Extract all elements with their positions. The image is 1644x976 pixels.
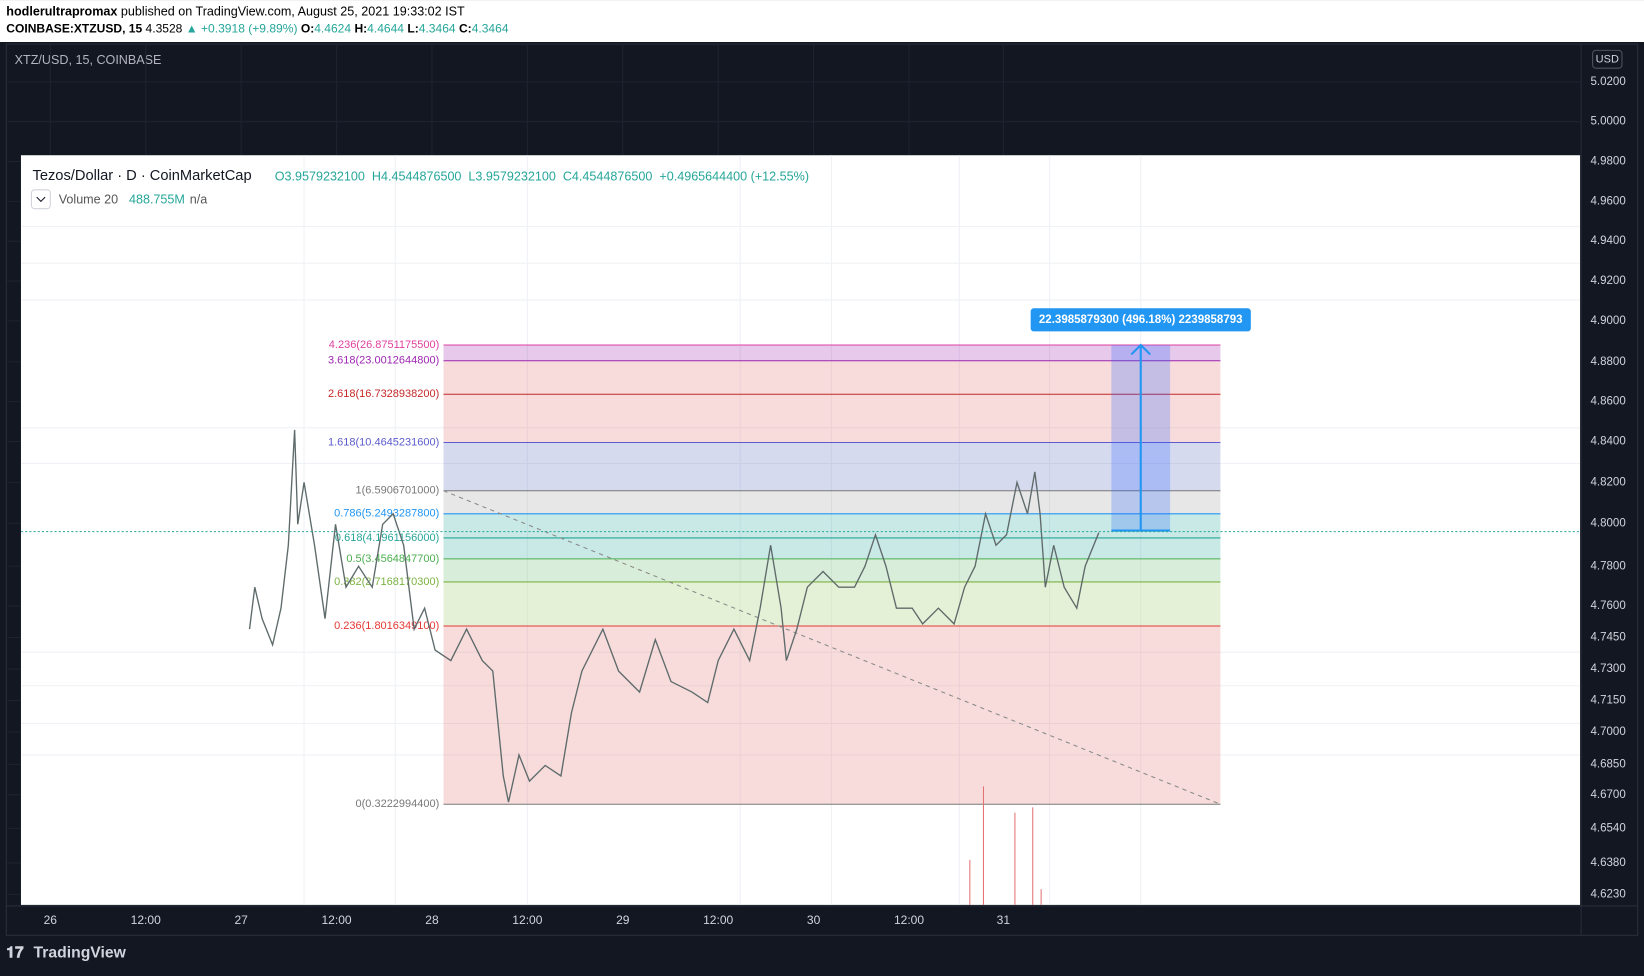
price-tick-label: 4.6540: [1591, 822, 1626, 834]
volume-na: n/a: [190, 193, 207, 207]
price-tick-label: 4.7800: [1591, 560, 1626, 572]
fib-band: [443, 442, 1221, 491]
time-tick-label: 29: [616, 913, 630, 927]
currency-box: [1592, 49, 1623, 69]
fib-label: 4.236(26.8751175500): [329, 339, 440, 351]
time-tick-label: 27: [234, 913, 248, 927]
fib-band: [443, 581, 1221, 626]
measure-label-bg: [1030, 308, 1251, 332]
price-tick-label: 4.9200: [1591, 275, 1626, 287]
chart-label: XTZ/USD, 15, COINBASE: [15, 53, 162, 67]
price-tick-label: 4.6230: [1591, 888, 1626, 900]
price-tick-label: 4.7300: [1591, 663, 1626, 675]
price-tick-label: 4.9600: [1591, 195, 1626, 207]
price-tick-label: 4.9000: [1591, 315, 1626, 327]
volume-value: 488.755M: [129, 193, 185, 207]
volume-bars: [969, 786, 1042, 905]
price: 4.3528: [146, 22, 183, 36]
price-tick-label: 4.6850: [1591, 758, 1626, 770]
symbol: COINBASE:XTZUSD, 15: [6, 22, 142, 36]
price-tick-label: 4.8400: [1591, 436, 1626, 448]
o: 4.4624: [314, 22, 351, 36]
fib-label: 0(0.3222994400): [356, 798, 440, 810]
fib-label: 2.618(16.7328938200): [328, 388, 439, 400]
l-label: L:: [407, 22, 418, 36]
published: published on TradingView.com, August 25,…: [121, 5, 465, 19]
time-tick-label: 12:00: [703, 913, 733, 927]
fib-label: 1.618(10.4645231600): [328, 436, 439, 448]
fib-label: 3.618(23.0012644800): [328, 355, 439, 367]
fib-band: [443, 490, 1221, 514]
price-tick-label: 4.6380: [1591, 857, 1626, 869]
fib-band: [443, 394, 1221, 443]
fib-band: [443, 513, 1221, 538]
l: 4.3464: [419, 22, 456, 36]
price-tick-label: 4.8000: [1591, 517, 1626, 529]
time-tick-label: 12:00: [321, 913, 351, 927]
embedded-chart: [20, 155, 1581, 905]
c-label: C:: [459, 22, 472, 36]
currency: USD: [1596, 54, 1619, 66]
time-tick-label: 12:00: [131, 913, 161, 927]
time-tick-label: 30: [807, 913, 821, 927]
fib-band: [443, 625, 1221, 805]
footer-logo: 𝟏𝟕: [6, 944, 24, 961]
fib-band: [443, 558, 1221, 582]
h-label: H:: [354, 22, 367, 36]
h: 4.4644: [367, 22, 404, 36]
time-tick-label: 26: [44, 913, 58, 927]
fib-label: 1(6.5906701000): [356, 485, 440, 497]
collapse-button[interactable]: [30, 189, 51, 210]
fib-label: 0.618(4.1961156000): [335, 532, 439, 544]
fib-band: [443, 537, 1221, 559]
time-tick-label: 12:00: [894, 913, 924, 927]
fib-label: 0.382(2.7168170300): [334, 576, 439, 588]
time-tick-label: 31: [997, 913, 1011, 927]
header-line: hodlerultrapromax published on TradingVi…: [6, 5, 465, 19]
measure-arrowhead: [1130, 343, 1151, 356]
time-tick-label: 28: [425, 913, 439, 927]
o-label: O:: [301, 22, 314, 36]
change: ▲ +0.3918 (+9.89%): [186, 22, 298, 36]
price-tick-label: 4.8800: [1591, 356, 1626, 368]
fib-label: 0.5(3.4564847700): [346, 553, 439, 565]
price-tick-label: 4.8200: [1591, 476, 1626, 488]
price-tick-label: 4.7450: [1591, 632, 1626, 644]
price-tick-label: 4.7600: [1591, 600, 1626, 612]
inner-title: Tezos/Dollar · D · CoinMarketCap: [33, 168, 252, 184]
price-tick-label: 5.0200: [1591, 76, 1626, 88]
trend-line: [443, 490, 1221, 805]
price-tick-label: 4.7000: [1591, 726, 1626, 738]
price-tick-label: 4.6700: [1591, 789, 1626, 801]
inner-grid: [20, 155, 1581, 905]
price-tick-label: 4.9800: [1591, 156, 1626, 168]
c: 4.3464: [472, 22, 509, 36]
price-tick-label: 4.8600: [1591, 396, 1626, 408]
price-tick-label: 5.0000: [1591, 116, 1626, 128]
measure-label: 22.3985879300 (496.18%) 2239858793: [1039, 314, 1243, 326]
chevron: [36, 196, 46, 203]
fib-band: [443, 345, 1221, 361]
fib-label: 0.236(1.8016349100): [334, 620, 439, 632]
inner-ohlc: O3.9579232100 H4.4544876500 L3.957923210…: [275, 170, 809, 184]
fib-label: 0.786(5.2493287800): [334, 508, 439, 520]
volume-label: Volume 20: [59, 193, 118, 207]
header-bg: [0, 0, 1644, 42]
fib-band: [443, 360, 1221, 395]
time-tick-label: 12:00: [512, 913, 542, 927]
footer: TradingView: [34, 944, 127, 961]
price-tick-label: 4.7150: [1591, 694, 1626, 706]
author: hodlerultrapromax: [6, 5, 117, 19]
symbol-line: COINBASE:XTZUSD, 15 4.3528 ▲ +0.3918 (+9…: [6, 22, 509, 36]
price-tick-label: 4.9400: [1591, 235, 1626, 247]
